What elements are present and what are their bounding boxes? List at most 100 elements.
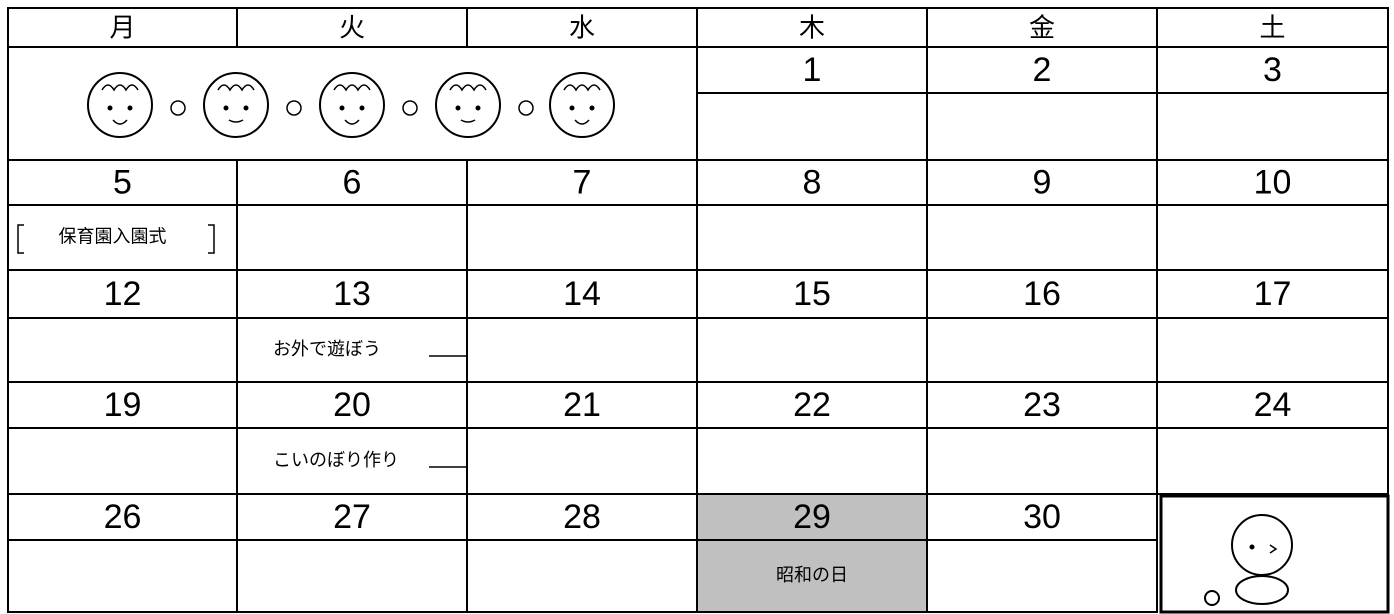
event-cell: [696, 92, 928, 161]
date: 1: [803, 51, 822, 89]
date-cell: [696, 159, 928, 206]
eye: [127, 105, 133, 111]
face: [319, 72, 385, 138]
girl-illustration: [1204, 514, 1293, 606]
date: 22: [793, 386, 831, 424]
day-cell: 23: [926, 381, 1158, 495]
event-text: こいのぼり作り: [273, 450, 399, 471]
event-cell: [926, 317, 1158, 383]
day-cell: 8: [696, 159, 928, 271]
flower: [170, 100, 186, 116]
day-cell: 12: [7, 269, 238, 383]
event-cell: [926, 539, 1158, 613]
day-cell: 29 昭和の日: [696, 493, 928, 613]
day-cell: 22: [696, 381, 928, 495]
weekday: 金: [1029, 14, 1055, 44]
face: [1231, 514, 1293, 576]
event-cell: [926, 92, 1158, 161]
day-cell: 14: [466, 269, 698, 383]
date: 14: [563, 275, 601, 313]
weekday: 土: [1259, 14, 1285, 44]
day-cell: 27: [236, 493, 468, 613]
event-cell: [236, 539, 468, 613]
body: [1235, 575, 1289, 605]
weekday: 水: [569, 14, 595, 44]
weekday: 木: [799, 14, 825, 44]
face: [549, 72, 615, 138]
date: 9: [1033, 163, 1052, 201]
date-cell: [236, 493, 468, 541]
date-cell: [466, 493, 698, 541]
event-cell: [7, 539, 238, 613]
event-cell: [1156, 427, 1389, 495]
date-cell: [926, 159, 1158, 206]
header-cell: [7, 7, 238, 48]
holiday-name: 昭和の日: [776, 565, 848, 586]
date: 26: [104, 498, 142, 536]
event-cell: [1156, 92, 1389, 161]
day-cell: 7: [466, 159, 698, 271]
ball: [1204, 590, 1220, 606]
event-cell: [7, 427, 238, 495]
date: 5: [113, 163, 132, 201]
event-cell: [696, 427, 928, 495]
date-cell: [1156, 269, 1389, 319]
day-cell: 15: [696, 269, 928, 383]
eye: [243, 105, 249, 111]
face: [87, 72, 153, 138]
date-cell: [926, 381, 1158, 429]
date: 13: [333, 275, 371, 313]
mouth: [112, 119, 128, 125]
date: 21: [563, 386, 601, 424]
date: 27: [333, 498, 371, 536]
eye: [107, 105, 113, 111]
event-cell: [466, 539, 698, 613]
date: 19: [104, 386, 142, 424]
day-cell: 26: [7, 493, 238, 613]
day-cell: 2: [926, 46, 1158, 161]
date: 10: [1254, 163, 1292, 201]
children-faces: [87, 72, 615, 138]
day-cell: 16: [926, 269, 1158, 383]
face: [203, 72, 269, 138]
flower: [402, 100, 418, 116]
date-cell: [7, 269, 238, 319]
date-cell: [7, 493, 238, 541]
date: 15: [793, 275, 831, 313]
day-cell: 30: [926, 493, 1158, 613]
eye: [223, 105, 229, 111]
date: 30: [1023, 498, 1061, 536]
event-cell: [696, 317, 928, 383]
day-cell: 9: [926, 159, 1158, 271]
bracket: [17, 224, 215, 254]
date: 16: [1023, 275, 1061, 313]
weekday: 火: [339, 14, 365, 44]
mouth: [228, 119, 244, 123]
date: 12: [104, 275, 142, 313]
date-cell: [7, 159, 238, 206]
day-cell: 10: [1156, 159, 1389, 271]
eye: [569, 105, 575, 111]
date: 17: [1254, 275, 1292, 313]
date-cell: [926, 46, 1158, 94]
mouth: [574, 119, 590, 125]
eye: [1249, 544, 1255, 550]
mouth: [344, 119, 360, 125]
eye: [359, 105, 365, 111]
day-cell: 1: [696, 46, 928, 161]
event-cell: [7, 317, 238, 383]
date: 28: [563, 498, 601, 536]
day-cell: 24: [1156, 381, 1389, 495]
event-cell: [926, 204, 1158, 271]
day-cell: 6: [236, 159, 468, 271]
date: 23: [1023, 386, 1061, 424]
event-cell: [696, 204, 928, 271]
event-cell: [926, 427, 1158, 495]
face: [435, 72, 501, 138]
date: 7: [573, 163, 592, 201]
day-cell: 17: [1156, 269, 1389, 383]
date: 8: [803, 163, 822, 201]
eye: [455, 105, 461, 111]
